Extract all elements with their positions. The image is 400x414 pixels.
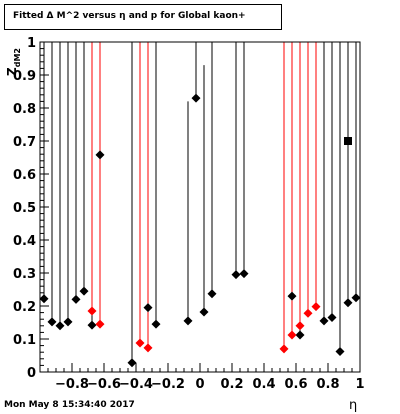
x-tick-label: −0.4 xyxy=(119,377,153,392)
y-axis-label-sub: dM2 xyxy=(13,48,22,67)
chart-title: Fitted Δ M^2 versus η and p for Global k… xyxy=(13,11,246,21)
y-tick-label: 0.4 xyxy=(13,234,36,249)
data-point xyxy=(151,319,161,329)
data-point xyxy=(351,293,361,303)
data-point xyxy=(287,330,297,340)
data-point xyxy=(239,269,249,279)
data-point xyxy=(191,93,201,103)
markers-layer xyxy=(39,93,361,368)
data-point xyxy=(335,347,345,357)
axes-layer: 00.10.20.30.40.50.60.70.80.91−0.8−0.6−0.… xyxy=(13,36,365,392)
data-point xyxy=(87,320,97,330)
y-tick-label: 0.6 xyxy=(13,168,36,183)
data-point xyxy=(287,291,297,301)
y-tick-label: 0.8 xyxy=(13,102,36,117)
x-tick-label: 0.8 xyxy=(316,377,339,392)
y-axis-label-main: Z xyxy=(5,67,19,76)
data-point xyxy=(207,289,217,299)
data-point xyxy=(311,302,321,312)
y-tick-label: 1 xyxy=(27,36,36,51)
y-tick-label: 0.1 xyxy=(13,333,36,348)
y-tick-label: 0.2 xyxy=(13,300,36,315)
x-tick-label: −0.2 xyxy=(151,377,185,392)
data-point xyxy=(79,286,89,296)
data-point xyxy=(135,338,145,348)
data-point xyxy=(63,317,73,327)
data-point xyxy=(303,308,313,318)
data-point xyxy=(127,358,137,368)
data-point xyxy=(95,150,105,160)
plot-frame xyxy=(39,41,361,373)
error-bars-layer xyxy=(43,42,357,363)
data-point-square xyxy=(344,137,352,145)
x-tick-label: 0.6 xyxy=(284,377,307,392)
data-point xyxy=(295,321,305,331)
x-tick-label: −0.8 xyxy=(55,377,89,392)
y-axis-label: ZdM2 xyxy=(5,48,22,76)
chart-title-box: Fitted Δ M^2 versus η and p for Global k… xyxy=(4,4,282,30)
data-point xyxy=(279,344,289,354)
x-tick-label: 0 xyxy=(195,377,204,392)
data-point xyxy=(327,313,337,323)
data-point xyxy=(71,294,81,304)
y-tick-label: 0.7 xyxy=(13,135,36,150)
data-point xyxy=(295,330,305,340)
y-tick-label: 0.5 xyxy=(13,201,36,216)
y-tick-label: 0 xyxy=(27,366,36,381)
data-point xyxy=(199,307,209,317)
x-tick-label: −0.6 xyxy=(87,377,121,392)
footer-timestamp: Mon May 8 15:34:40 2017 xyxy=(4,400,135,410)
data-point xyxy=(143,343,153,353)
data-point xyxy=(55,321,65,331)
x-tick-label: 0.4 xyxy=(252,377,275,392)
x-tick-label: 1 xyxy=(355,377,364,392)
data-point xyxy=(39,294,49,304)
data-point xyxy=(87,306,97,316)
x-tick-label: 0.2 xyxy=(220,377,243,392)
data-point xyxy=(95,319,105,329)
y-tick-label: 0.3 xyxy=(13,267,36,282)
data-point xyxy=(343,298,353,308)
y-tick-label: 0.9 xyxy=(13,69,36,84)
data-point xyxy=(231,270,241,280)
data-point xyxy=(47,317,57,327)
data-point xyxy=(319,316,329,326)
data-point xyxy=(143,303,153,313)
data-point xyxy=(183,316,193,326)
x-axis-label: η xyxy=(349,398,358,413)
